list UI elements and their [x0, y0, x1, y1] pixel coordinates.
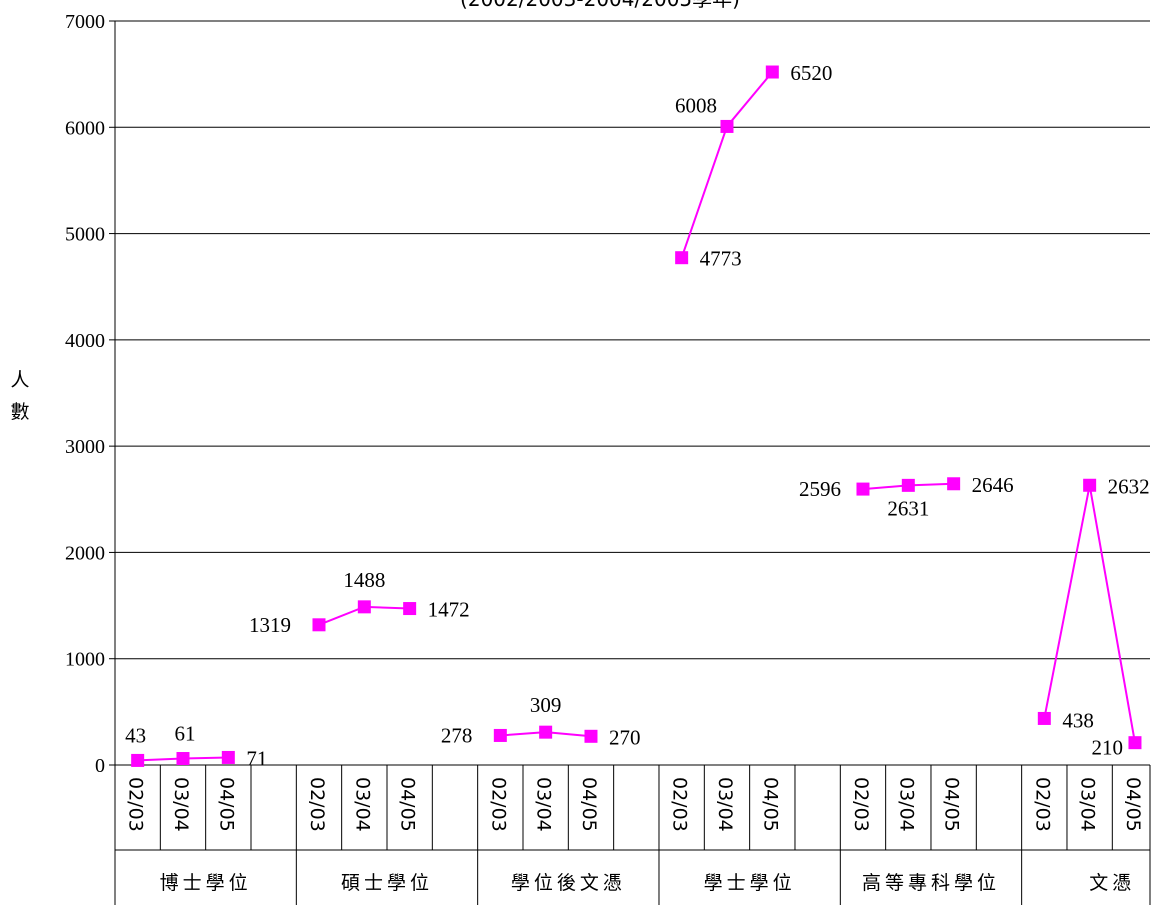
period-label: 02/03: [487, 777, 509, 832]
y-tick-label: 2000: [65, 542, 105, 564]
chart-title: (2002/2003-2004/2005學年): [460, 0, 740, 11]
period-label: 03/04: [533, 777, 555, 832]
data-point-marker: [357, 600, 371, 614]
category-label: 學位後文憑: [511, 872, 626, 894]
category-label: 碩士學位: [341, 872, 433, 894]
data-label: 6008: [675, 93, 717, 117]
data-label: 61: [174, 722, 195, 746]
data-label: 2646: [972, 473, 1014, 497]
period-label: 02/03: [669, 777, 691, 832]
data-label: 1319: [249, 613, 291, 637]
data-label: 309: [530, 693, 562, 717]
period-label: 03/04: [895, 777, 917, 832]
series-line: [1043, 485, 1136, 743]
data-point-marker: [493, 728, 507, 742]
y-axis-label-char: 人: [10, 369, 29, 391]
data-point-marker: [765, 65, 779, 79]
data-point-marker: [403, 602, 417, 616]
y-axis-label-char: 數: [10, 401, 29, 423]
y-tick-label: 4000: [65, 330, 105, 352]
data-label: 6520: [790, 61, 832, 85]
period-label: 04/05: [941, 777, 963, 832]
data-label: 438: [1062, 708, 1094, 732]
data-point-marker: [856, 482, 870, 496]
data-point-marker: [312, 618, 326, 632]
period-label: 04/05: [578, 777, 600, 832]
period-label: 03/04: [714, 777, 736, 832]
category-label: 高等專科學位: [862, 872, 1000, 894]
period-label: 04/05: [397, 777, 419, 832]
y-tick-label: 7000: [65, 11, 105, 33]
axes: 0 1000 2000 3000 4000 5000 6000 7000: [65, 11, 1150, 777]
series-lines: [137, 71, 1136, 762]
period-label: 04/05: [759, 777, 781, 832]
data-markers: [131, 65, 1142, 767]
data-point-marker: [901, 478, 915, 492]
period-label: 04/05: [1122, 777, 1144, 832]
data-point-marker: [539, 725, 553, 739]
period-label: 03/04: [351, 777, 373, 832]
data-label: 270: [609, 725, 641, 749]
data-point-marker: [1128, 736, 1142, 750]
grid-lines: [115, 20, 1150, 660]
y-tick-label: 1000: [65, 649, 105, 671]
data-label: 1488: [343, 568, 385, 592]
data-labels: 43 61 71 1319 1488 1472 278 309 270 4773 6008 6520 2…: [125, 61, 1149, 770]
data-point-marker: [221, 750, 235, 764]
y-tick-label: 6000: [65, 117, 105, 139]
data-point-marker: [1037, 711, 1051, 725]
period-label: 02/03: [850, 777, 872, 832]
data-label: 2596: [799, 477, 841, 501]
data-point-marker: [1083, 478, 1097, 492]
y-tick-label: 5000: [65, 224, 105, 246]
data-point-marker: [176, 752, 190, 766]
y-axis-label: 人數: [10, 369, 29, 423]
y-tick-label: 0: [95, 755, 105, 777]
data-label: 210: [1091, 736, 1123, 760]
data-label: 2632: [1108, 474, 1150, 498]
category-label: 博士學位: [160, 872, 252, 894]
period-label: 04/05: [215, 777, 237, 832]
period-label: 03/04: [1077, 777, 1099, 832]
category-label: 文憑: [1089, 872, 1135, 894]
data-label: 4773: [700, 247, 742, 271]
data-point-marker: [947, 477, 961, 491]
data-point-marker: [131, 753, 145, 767]
data-point-marker: [584, 729, 598, 743]
period-label: 02/03: [125, 777, 147, 832]
category-label: 學士學位: [704, 872, 796, 894]
y-tick-label: 3000: [65, 436, 105, 458]
period-label: 03/04: [170, 777, 192, 832]
data-point-marker: [720, 119, 734, 133]
data-point-marker: [675, 251, 689, 265]
period-label: 02/03: [306, 777, 328, 832]
data-label: 1472: [428, 598, 470, 622]
x-axis-categories: 02/03 03/04 04/05 博士學位 02/03 03/04 04/05 碩士學位 02…: [114, 765, 1151, 905]
data-label: 2631: [887, 496, 929, 520]
period-label: 02/03: [1031, 777, 1053, 832]
data-label: 71: [246, 746, 267, 770]
data-label: 278: [441, 723, 473, 747]
data-label: 43: [125, 723, 146, 747]
